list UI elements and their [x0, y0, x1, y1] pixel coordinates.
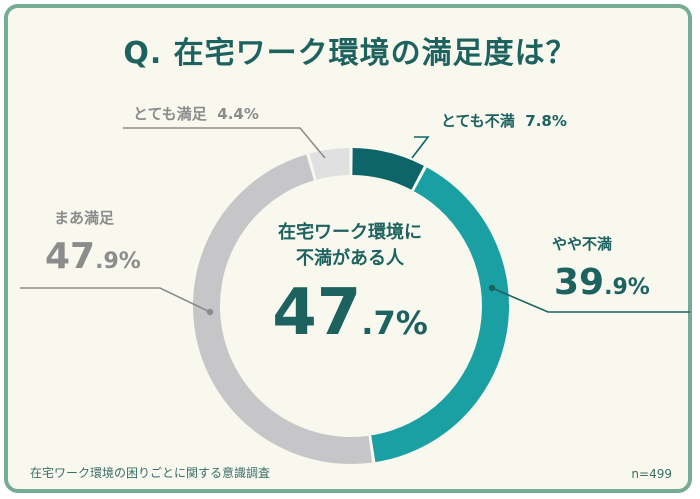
donut-slices [192, 148, 509, 465]
card-frame [4, 4, 692, 493]
label-very-satisfied-value: 4.4% [217, 105, 259, 123]
center-line-1: 在宅ワーク環境に [278, 222, 422, 243]
label-somewhat-satisfied-name: まあ満足 [54, 209, 115, 227]
label-very-satisfied-name: とても満足 [133, 105, 207, 123]
sample-size: n=499 [631, 467, 672, 481]
leader-somewhat-satisfied [20, 287, 211, 313]
leader-lines [20, 127, 690, 316]
label-somewhat-satisfied-dec: .9% [95, 249, 141, 274]
slice-somewhat-dissatisfied [371, 167, 509, 463]
center-line-2: 不満がある人 [296, 248, 404, 269]
label-somewhat-dissatisfied-int: 39 [554, 262, 605, 303]
label-somewhat-dissatisfied-value: 39.9% [554, 262, 650, 303]
center-value: 47.7% [0, 276, 700, 350]
label-very-dissatisfied: とても不満 7.8% [441, 110, 567, 131]
leader-dot-somewhat-dissatisfied [488, 284, 496, 292]
slice-very-satisfied [309, 148, 350, 180]
survey-source: 在宅ワーク環境の困りごとに関する意識調査 [30, 466, 271, 480]
label-somewhat-dissatisfied-dec: .9% [604, 275, 650, 300]
label-very-dissatisfied-value: 7.8% [525, 112, 567, 130]
center-value-dec: .7% [361, 304, 428, 342]
leader-dot-somewhat-satisfied [206, 308, 214, 316]
chart-title: Q. 在宅ワーク環境の満足度は？ [123, 36, 577, 71]
leader-very-satisfied [123, 127, 326, 159]
center-value-int: 47 [272, 276, 362, 350]
label-somewhat-dissatisfied-name: やや不満 [552, 235, 613, 253]
label-somewhat-satisfied-int: 47 [45, 236, 96, 277]
center-summary: 在宅ワーク環境に 不満がある人 47.7% [0, 220, 700, 350]
leader-very-dissatisfied [411, 136, 430, 159]
slice-very-dissatisfied [352, 148, 424, 190]
label-somewhat-satisfied-value: 47.9% [45, 236, 141, 277]
label-very-satisfied: とても満足 4.4% [133, 103, 259, 124]
slice-somewhat-satisfied [192, 154, 373, 465]
leader-somewhat-dissatisfied [491, 287, 690, 313]
label-very-dissatisfied-name: とても不満 [441, 112, 515, 130]
